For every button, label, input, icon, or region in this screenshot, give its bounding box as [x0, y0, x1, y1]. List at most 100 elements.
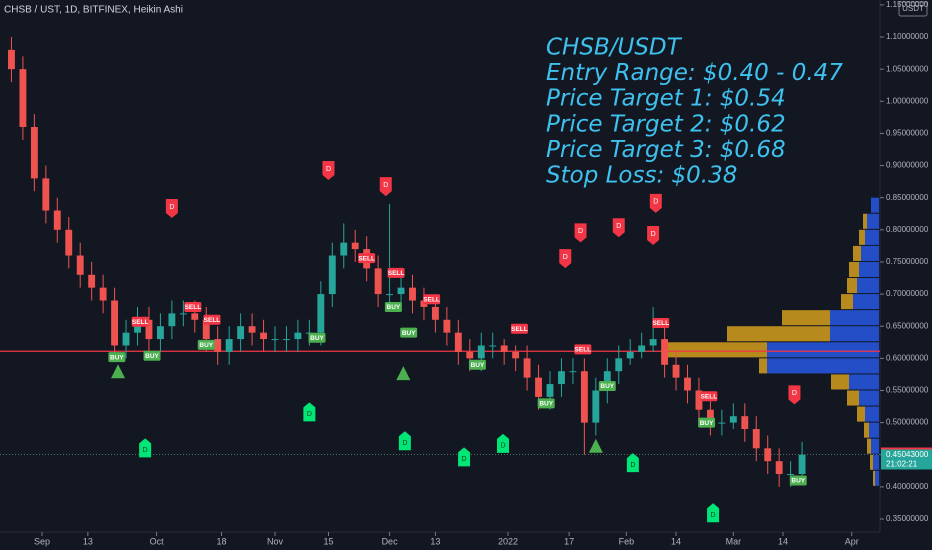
buy-signals: BUY [468, 359, 486, 370]
signal-box [574, 344, 592, 355]
signal-label: SELL [204, 317, 221, 324]
x-tick-label: 13 [83, 536, 93, 546]
buy-signals: BUY [400, 327, 418, 338]
volume-profile-buy [861, 245, 879, 261]
candle-body [88, 274, 96, 288]
candle-body [191, 313, 199, 320]
volume-profile-buy [830, 326, 879, 342]
y-tick-label: 0.60000000 [886, 353, 929, 362]
candle-body [535, 377, 542, 397]
signal-label: D [500, 443, 505, 450]
sell-signals: SELL [358, 253, 376, 264]
signal-box [652, 318, 670, 329]
signal-label: BUY [539, 401, 553, 408]
signal-box [358, 253, 376, 264]
x-tick-label: 13 [430, 536, 440, 546]
y-tick-label: 0.75000000 [886, 257, 929, 266]
candle-body [340, 242, 348, 256]
candle-body [53, 210, 61, 230]
candle-body [145, 319, 153, 340]
signal-triangle [588, 438, 603, 453]
sell-signals: SELL [700, 391, 718, 402]
d-down: D [559, 249, 572, 269]
signal-box [197, 339, 215, 350]
d-up: D [398, 431, 411, 451]
volume-profile-sell [867, 438, 871, 454]
candle-body [443, 319, 451, 333]
d-down: D [788, 385, 801, 405]
volume-profile-sell [873, 470, 875, 486]
signal-label: BUY [387, 304, 401, 311]
candle-body [397, 287, 405, 295]
volume-profile-buy [857, 278, 879, 294]
d-down: D [612, 218, 625, 238]
d-down: D [165, 198, 178, 218]
y-tick-label: 0.40000000 [886, 482, 929, 491]
buy-signals: BUY [308, 332, 326, 343]
candle-body [661, 339, 669, 365]
d-down: D [647, 225, 660, 245]
buy-signals: BUY [108, 352, 126, 363]
y-tick-label: 0.50000000 [886, 418, 929, 427]
currency: USDT [902, 4, 924, 13]
candle-body [741, 416, 749, 430]
signal-box [537, 398, 555, 409]
candle-body [328, 255, 336, 295]
volume-profile-buy [865, 229, 879, 245]
signal-triangle [111, 364, 126, 379]
y-tick-label: 0.70000000 [886, 289, 929, 298]
annotation-line: Price Target 1: $0.54 [546, 86, 786, 112]
y-tick-label: 1.00000000 [886, 96, 929, 105]
candle-body [111, 300, 119, 346]
signal-label: SELL [388, 270, 405, 277]
volume-profile-buy [869, 422, 879, 438]
signal-label: BUY [471, 362, 485, 369]
d-down: D [379, 177, 392, 197]
currency-box [898, 1, 928, 17]
sell-signals: SELL [387, 267, 405, 278]
buy-signals: BUY [384, 301, 402, 312]
signal-label: BUY [199, 342, 213, 349]
x-tick-label: 14 [671, 536, 681, 546]
d-down: D [574, 223, 587, 243]
signal-triangle [396, 366, 411, 381]
signal-box [308, 332, 326, 343]
signal-pin [303, 402, 316, 422]
signal-label: D [651, 231, 656, 238]
countdown-label: 21:02:21 [886, 460, 918, 469]
candle-body [237, 326, 245, 340]
candle-body [42, 178, 50, 211]
signal-label: SELL [358, 255, 375, 262]
x-tick-label: Feb [619, 536, 635, 546]
volume-profile-buy [767, 342, 879, 358]
candle-body [489, 345, 497, 347]
signal-label: SELL [423, 296, 440, 303]
candle-body [317, 294, 325, 333]
buy-signals: BUY [537, 398, 555, 409]
signal-pin [647, 225, 660, 245]
candle-body [122, 332, 130, 346]
signal-pin [398, 431, 411, 451]
signal-label: D [653, 199, 658, 206]
signal-label: D [616, 223, 621, 230]
signal-label: SELL [185, 304, 202, 311]
signal-pin [458, 447, 471, 467]
signal-pin [612, 218, 625, 238]
candle-body [500, 345, 508, 352]
signal-box [108, 352, 126, 363]
signal-box [789, 475, 807, 486]
volume-profile-sell [859, 229, 865, 245]
d-up: D [707, 503, 720, 523]
volume-profile-sell [847, 278, 857, 294]
candle-body [729, 416, 737, 423]
sell-signals: SELL [652, 318, 670, 329]
signal-pin [139, 438, 152, 458]
volume-profile-buy [853, 294, 879, 310]
signal-label: D [711, 512, 716, 519]
candle-body [752, 429, 760, 449]
signal-label: SELL [132, 319, 149, 326]
signal-box [700, 391, 718, 402]
x-tick-label: 2022 [498, 536, 518, 546]
volume-profile-buy [849, 374, 879, 390]
